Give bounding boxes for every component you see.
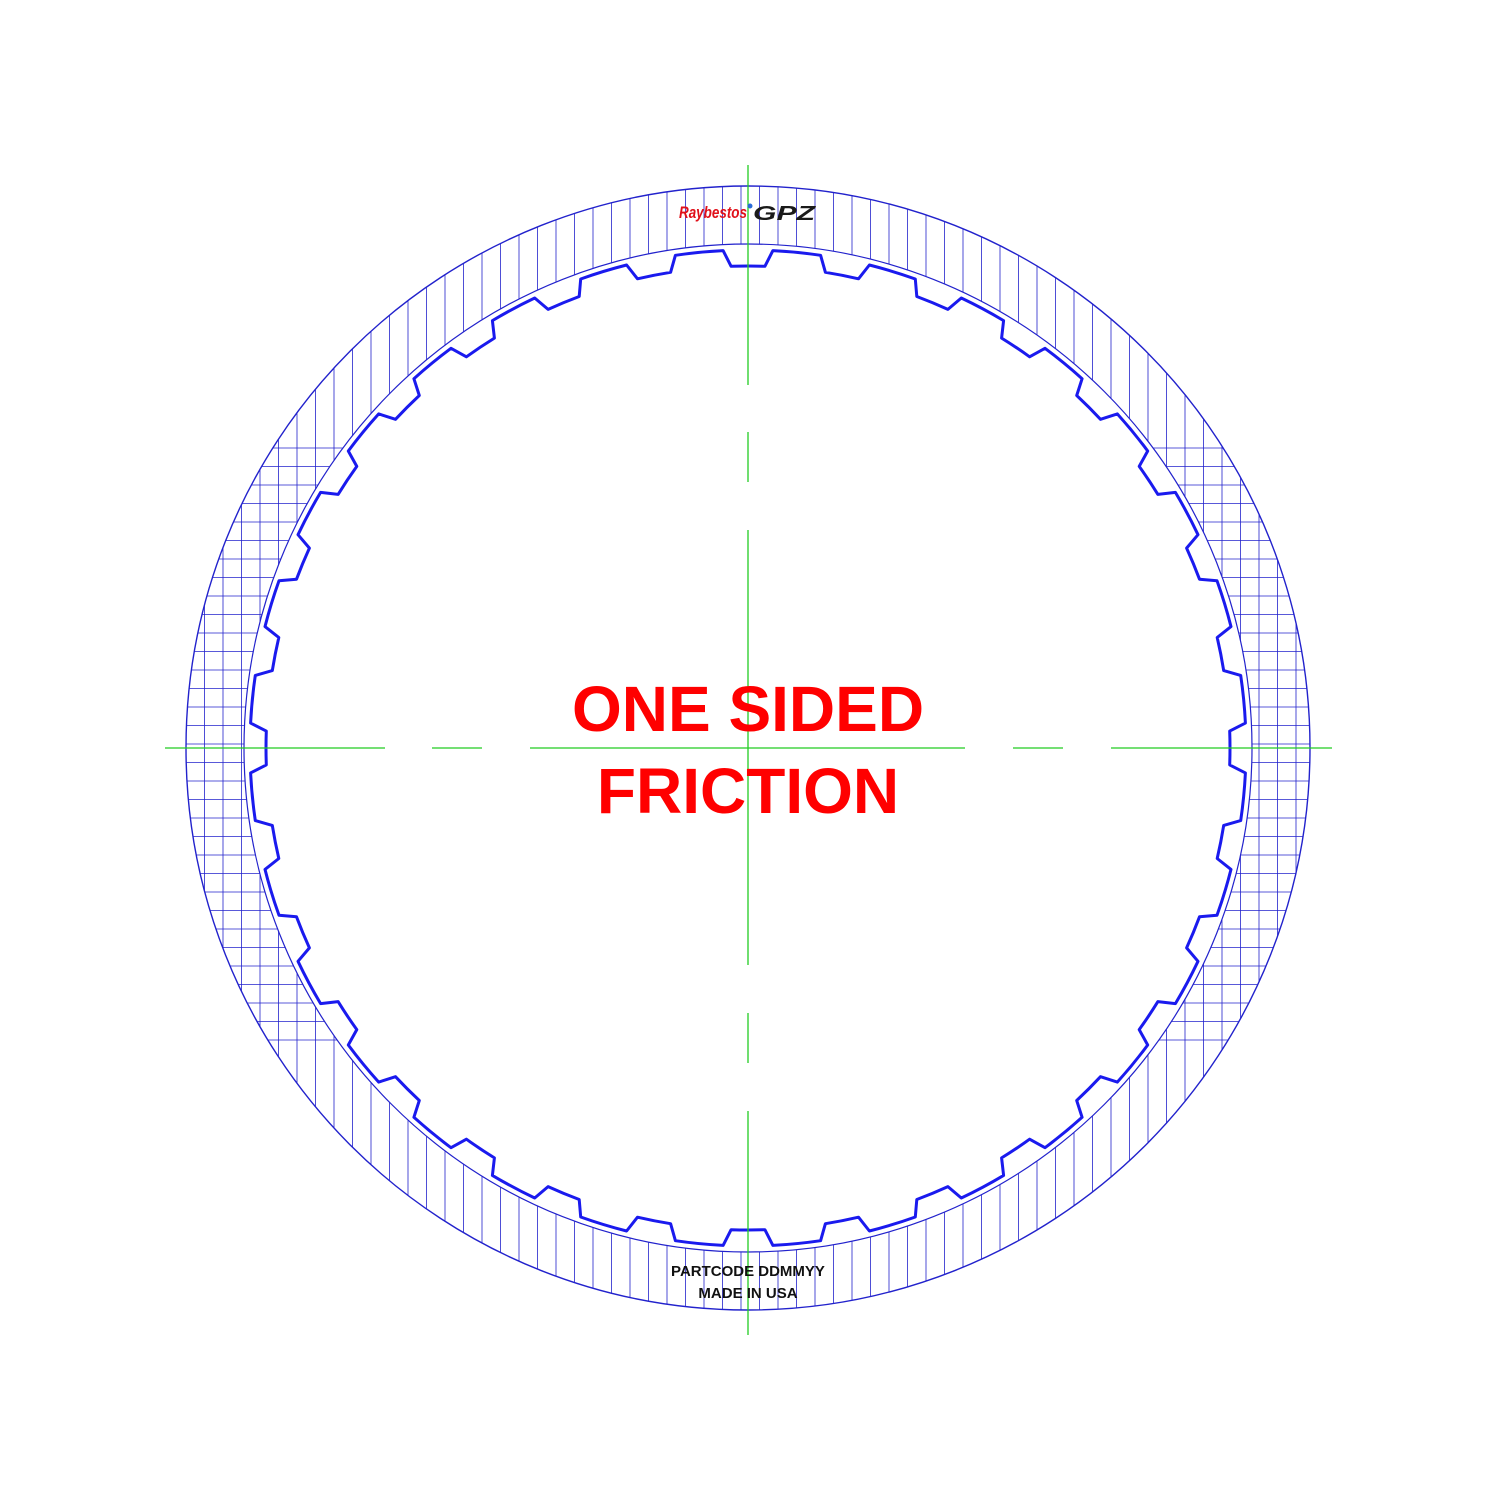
friction-label-line1: ONE SIDED [572, 673, 924, 745]
made-in-text: MADE IN USA [698, 1285, 797, 1302]
friction-grooves [186, 186, 1310, 1310]
logo-dot-icon [747, 203, 753, 209]
inner-spline-profile [249, 249, 1247, 1247]
logo-mark-text: GPZ [753, 203, 816, 225]
centerlines [165, 165, 1332, 1335]
logo-script-text: Raybestos [679, 203, 747, 222]
friction-label-line2: FRICTION [597, 755, 899, 827]
brand-logo: Raybestos GPZ [679, 203, 816, 225]
part-code-text: PARTCODE DDMMYY [671, 1263, 825, 1280]
